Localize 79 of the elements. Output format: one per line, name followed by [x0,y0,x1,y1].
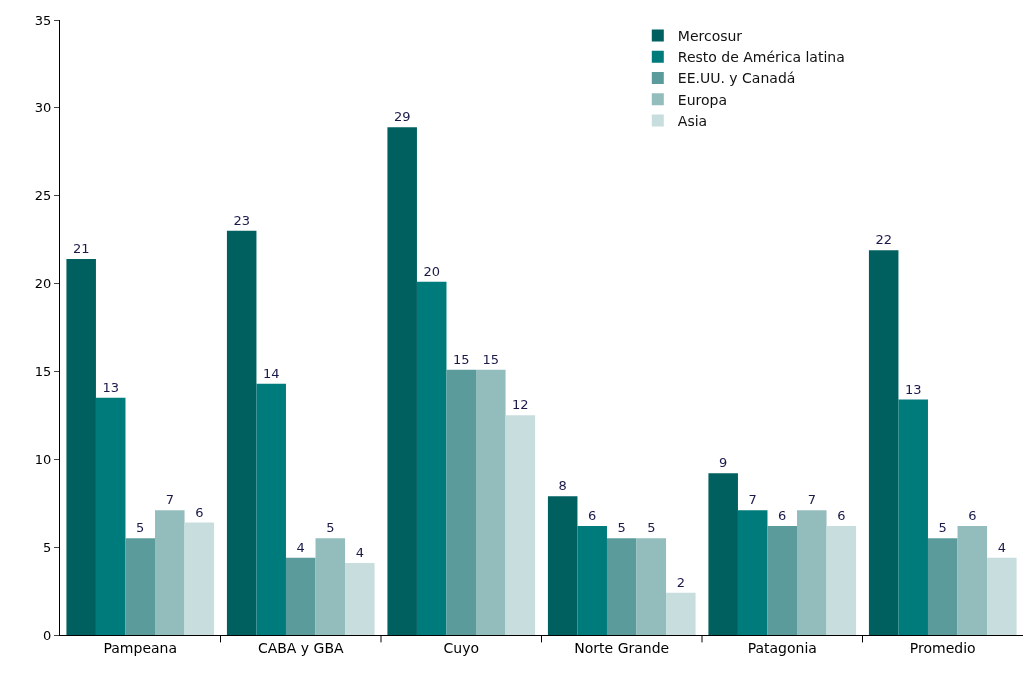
bar [868,250,899,635]
data-label: 6 [778,508,787,524]
data-label: 23 [233,212,250,228]
data-label: 7 [748,492,757,508]
x-tick-label: Cuyo [443,639,479,656]
bar [345,562,375,635]
bar [226,230,257,635]
legend-label: Europa [677,91,727,108]
y-tick-label: 35 [34,12,52,28]
bar [505,415,536,635]
data-label: 13 [904,381,922,397]
y-tick-label: 0 [43,627,52,643]
bar [737,510,768,635]
legend-label: Resto de América latina [677,49,845,66]
x-tick-label: Promedio [909,639,976,656]
data-label: 9 [719,455,728,471]
x-tick-label: CABA y GBA [257,639,345,656]
bar [155,510,185,635]
data-label: 4 [997,539,1006,555]
bar [387,127,417,635]
legend-label: Asia [677,112,708,129]
legend-label: EE.UU. y Canadá [677,70,796,87]
bar [315,538,346,635]
bar [767,526,798,635]
bar [285,557,316,635]
data-label: 22 [875,232,892,248]
bar [577,526,607,635]
y-tick-label: 15 [34,363,52,379]
data-label: 7 [807,492,816,508]
bar [927,538,958,635]
data-label: 7 [165,492,174,508]
data-label: 6 [968,508,977,524]
bar [708,473,738,635]
bar [446,369,477,635]
data-label: 6 [588,508,597,524]
y-tick-label: 25 [34,188,52,204]
bar [797,510,827,635]
data-label: 6 [837,508,846,524]
bar [184,522,215,635]
y-tick-label: 5 [43,539,52,555]
data-label: 5 [938,520,947,536]
bar [636,538,667,635]
bar [898,399,928,635]
data-label: 5 [647,520,656,536]
bar [95,397,126,635]
x-tick-label: Norte Grande [574,639,670,656]
bar [547,496,578,635]
data-label: 6 [195,504,204,520]
data-label: 20 [423,263,440,279]
bar [256,383,286,635]
data-label: 14 [262,365,280,381]
data-label: 5 [617,520,626,536]
data-label: 15 [482,351,500,367]
x-tick-label: Pampeana [103,639,178,656]
data-label: 21 [72,240,90,256]
bar [987,557,1017,635]
data-label: 2 [676,574,685,590]
data-label: 8 [558,478,567,494]
data-label: 4 [296,539,305,555]
bar [125,538,156,635]
data-label: 13 [102,379,119,395]
bar [476,369,506,635]
data-label: 5 [136,520,145,536]
legend-label: Mercosur [677,28,743,45]
bar [826,526,857,635]
y-tick-label: 30 [34,100,52,116]
y-tick-label: 10 [34,451,52,467]
data-label: 5 [326,520,335,536]
x-tick-label: Patagonia [747,639,817,656]
data-label: 12 [512,397,529,413]
y-tick-label: 20 [34,276,52,292]
data-label: 4 [355,544,364,560]
bar [957,526,988,635]
bar [606,538,637,635]
bar [666,592,696,635]
bar [66,258,96,635]
data-label: 15 [452,351,470,367]
bar [416,281,447,635]
data-label: 29 [393,109,411,125]
